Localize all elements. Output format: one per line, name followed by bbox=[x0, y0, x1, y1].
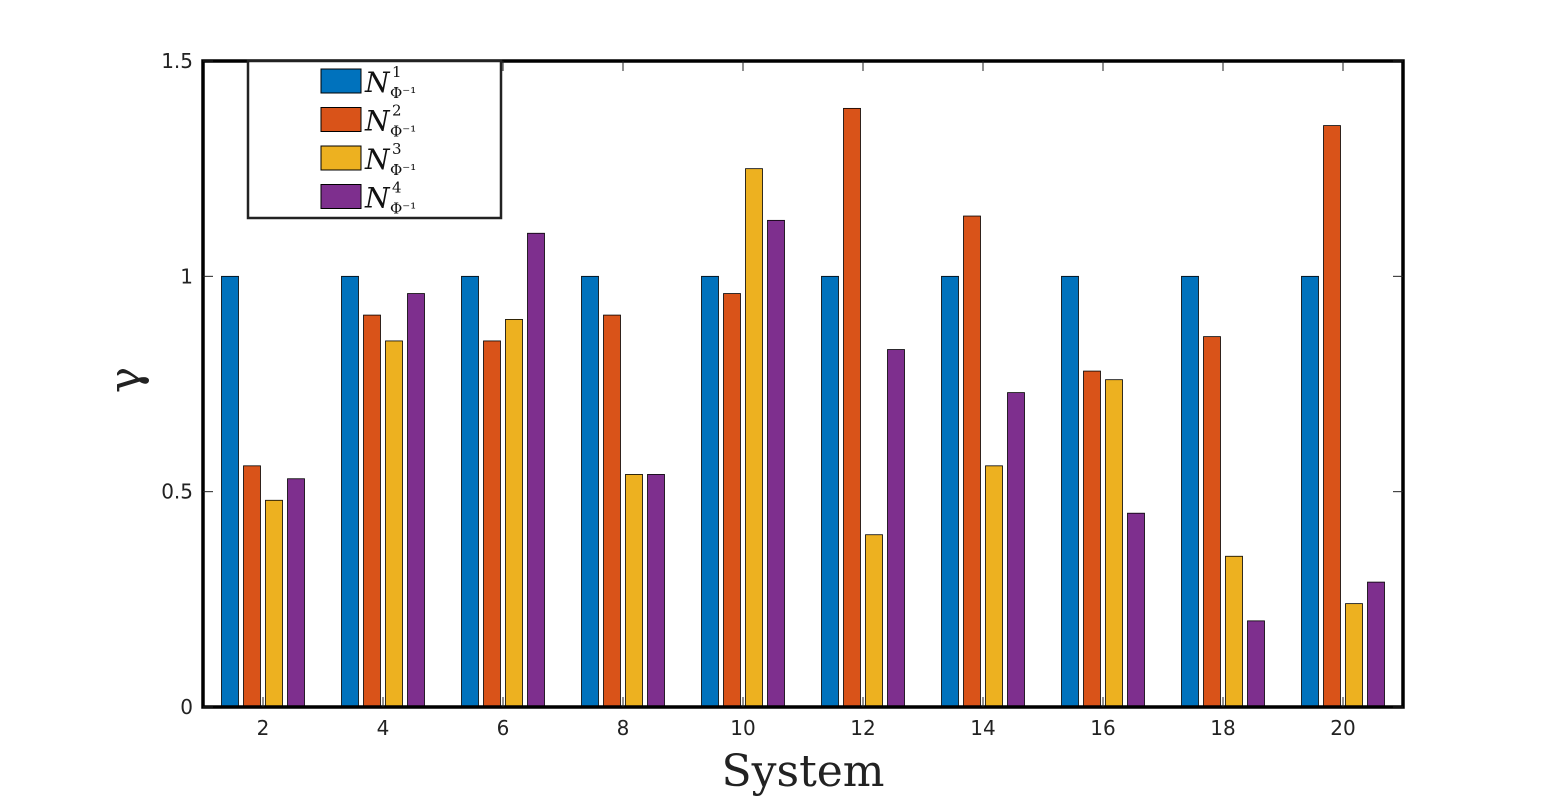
bar-series3-system-10 bbox=[745, 168, 763, 708]
bar-series3-system-18 bbox=[1225, 555, 1243, 708]
bar-series2-system-10 bbox=[723, 293, 741, 708]
y-tick-label: 0 bbox=[180, 695, 193, 719]
legend-swatch-series1 bbox=[320, 68, 362, 94]
legend-sub-series4: Φ⁻¹ bbox=[390, 200, 416, 218]
axes-layer bbox=[201, 59, 1405, 709]
bar-series2-system-12 bbox=[843, 107, 861, 708]
bar-series3-system-12 bbox=[865, 534, 883, 708]
bar-series4-system-12 bbox=[887, 349, 905, 708]
x-tick-label: 18 bbox=[1210, 716, 1235, 740]
bar-series1-system-8 bbox=[581, 275, 599, 708]
bar-series2-system-8 bbox=[603, 314, 621, 708]
legend-label-series3: N bbox=[364, 143, 391, 176]
bar-series2-system-2 bbox=[243, 465, 261, 708]
x-axis-title: System bbox=[721, 746, 884, 797]
legend-box bbox=[246, 59, 503, 220]
plot-frame bbox=[201, 59, 1405, 709]
bar-series3-system-20 bbox=[1345, 603, 1363, 708]
legend-sub-series3: Φ⁻¹ bbox=[390, 161, 416, 179]
bar-series1-system-6 bbox=[461, 275, 479, 708]
legend: N 1Φ⁻¹N 2Φ⁻¹N 3Φ⁻¹N 4Φ⁻¹ bbox=[246, 59, 503, 220]
bar-series2-system-16 bbox=[1083, 370, 1101, 708]
legend-sub-series2: Φ⁻¹ bbox=[390, 123, 416, 141]
bar-series4-system-4 bbox=[407, 293, 425, 708]
x-tick-label: 10 bbox=[730, 716, 755, 740]
legend-label-series4: N bbox=[364, 182, 391, 215]
legend-sup-series2: 2 bbox=[392, 102, 402, 120]
bar-series4-system-18 bbox=[1247, 620, 1265, 708]
bar-series1-system-10 bbox=[701, 275, 719, 708]
bar-series1-system-2 bbox=[221, 275, 239, 708]
bar-series2-system-18 bbox=[1203, 336, 1221, 708]
legend-sup-series1: 1 bbox=[392, 63, 402, 81]
bar-series1-system-18 bbox=[1181, 275, 1199, 708]
bar-series2-system-20 bbox=[1323, 125, 1341, 708]
x-tick-label: 2 bbox=[257, 716, 270, 740]
bar-series3-system-14 bbox=[985, 465, 1003, 708]
x-tick-label: 8 bbox=[617, 716, 630, 740]
bar-series1-system-12 bbox=[821, 275, 839, 708]
bar-series3-system-4 bbox=[385, 340, 403, 708]
x-tick-label: 4 bbox=[377, 716, 390, 740]
legend-sup-series3: 3 bbox=[392, 140, 402, 158]
bar-series1-system-14 bbox=[941, 275, 959, 708]
bar-series2-system-14 bbox=[963, 215, 981, 708]
x-tick-label: 20 bbox=[1330, 716, 1355, 740]
x-tick-label: 6 bbox=[497, 716, 510, 740]
bars-layer bbox=[221, 107, 1385, 708]
y-tick-label: 0.5 bbox=[161, 480, 193, 504]
x-tick-label: 12 bbox=[850, 716, 875, 740]
bar-series4-system-14 bbox=[1007, 392, 1025, 708]
y-axis-title: γ bbox=[100, 367, 151, 393]
bar-series3-system-2 bbox=[265, 499, 283, 708]
bar-series4-system-20 bbox=[1367, 581, 1385, 708]
bar-series4-system-16 bbox=[1127, 512, 1145, 708]
bar-series3-system-16 bbox=[1105, 379, 1123, 708]
bar-series1-system-20 bbox=[1301, 275, 1319, 708]
legend-sup-series4: 4 bbox=[392, 179, 402, 197]
y-tick-label: 1.5 bbox=[161, 49, 193, 73]
legend-sub-series1: Φ⁻¹ bbox=[390, 84, 416, 102]
bar-series3-system-8 bbox=[625, 474, 643, 708]
bar-series4-system-2 bbox=[287, 478, 305, 708]
x-tick-label: 14 bbox=[970, 716, 995, 740]
bar-series3-system-6 bbox=[505, 318, 523, 708]
bar-series1-system-16 bbox=[1061, 275, 1079, 708]
bar-series4-system-8 bbox=[647, 474, 665, 708]
bar-series2-system-6 bbox=[483, 340, 501, 708]
bar-series2-system-4 bbox=[363, 314, 381, 708]
legend-swatch-series2 bbox=[320, 107, 362, 132]
legend-swatch-series3 bbox=[320, 145, 362, 171]
legend-label-series2: N bbox=[364, 105, 391, 138]
legend-swatch-series4 bbox=[320, 184, 362, 209]
bar-series4-system-10 bbox=[767, 219, 785, 708]
bar-series1-system-4 bbox=[341, 275, 359, 708]
y-tick-label: 1 bbox=[180, 264, 193, 288]
bar-series4-system-6 bbox=[527, 232, 545, 708]
x-tick-label: 16 bbox=[1090, 716, 1115, 740]
legend-label-series1: N bbox=[364, 66, 391, 99]
